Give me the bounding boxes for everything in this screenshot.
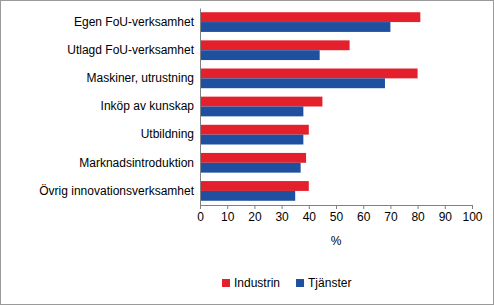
tick-label: 10 [221,210,235,224]
category-label: Övrig innovationsverksamhet [39,184,194,198]
plot: 0 10 20 30 40 50 60 70 80 90 100 Egen FoU-verksamhe… [39,9,483,224]
bar [200,69,418,79]
category-label: Utlagd FoU-verksamhet [67,43,194,57]
tick-mark [363,205,364,209]
axis-line [201,206,473,210]
tick: 20 [248,205,262,224]
tick-mark [282,205,283,209]
tick: 60 [357,205,371,224]
bar [200,153,306,163]
tick-mark [309,205,310,209]
tick: 10 [221,205,235,224]
tick: 90 [439,205,453,224]
tick-mark [472,205,473,209]
tick-mark [200,205,201,209]
bar [200,40,350,50]
tick-label: 70 [384,210,398,224]
tick-label: 0 [197,210,204,224]
tick-mark [227,205,228,209]
chart: 0 10 20 30 40 50 60 70 80 90 100 Egen FoU-verksamhe… [0,0,494,305]
tick-mark [445,205,446,209]
tick-label: 80 [411,210,425,224]
tick: 100 [462,205,482,224]
bar [200,181,309,191]
frame [1,1,494,305]
y-axis: Egen FoU-verksamhet Utlagd FoU-verksamhet… [39,9,200,206]
tick-label: 100 [462,210,482,224]
tick-label: 40 [303,210,317,224]
tick-mark [336,205,337,209]
legend-label: Tjänster [308,276,351,290]
tick-mark [418,205,419,209]
bar [200,125,309,135]
legend: Industrin Tjänster [222,276,351,290]
tick-label: 20 [248,210,262,224]
tick: 40 [303,205,317,224]
legend-item: Industrin [222,276,280,290]
x-axis: 0 10 20 30 40 50 60 70 80 90 100 [197,205,483,224]
tick: 30 [275,205,289,224]
legend-label: Industrin [234,276,280,290]
tick-mark [390,205,391,209]
tick: Maskiner, utrustning [87,71,200,85]
legend-swatch [222,279,230,287]
bar [200,22,390,32]
tick-label: 30 [275,210,289,224]
tick: Inköp av kunskap [101,99,200,113]
bars [200,12,420,201]
bar [200,107,303,117]
legend-swatch [296,279,304,287]
bar [200,191,295,201]
tick-label: 60 [357,210,371,224]
tick-label: 90 [439,210,453,224]
bar [200,50,320,60]
category-label: Egen FoU-verksamhet [74,15,195,29]
tick-mark [254,205,255,209]
tick: 0 [197,205,204,224]
axis-title: % [331,234,342,248]
tick: 70 [384,205,398,224]
tick: 50 [330,205,344,224]
category-label: Utbildning [141,127,194,141]
bar [200,12,420,22]
tick: Utbildning [141,127,200,141]
legend-item: Tjänster [296,276,351,290]
bar [200,163,301,173]
category-label: Maskiner, utrustning [87,71,194,85]
axis-line [200,9,201,206]
category-label: Marknadsintroduktion [79,156,194,170]
tick: Egen FoU-verksamhet [74,15,200,29]
tick: Utlagd FoU-verksamhet [67,43,200,57]
tick-label: 50 [330,210,344,224]
bar [200,97,322,107]
tick: 80 [411,205,425,224]
bar [200,135,303,145]
category-label: Inköp av kunskap [101,99,195,113]
bar [200,78,385,88]
tick: Övrig innovationsverksamhet [39,184,200,198]
tick: Marknadsintroduktion [79,156,200,170]
